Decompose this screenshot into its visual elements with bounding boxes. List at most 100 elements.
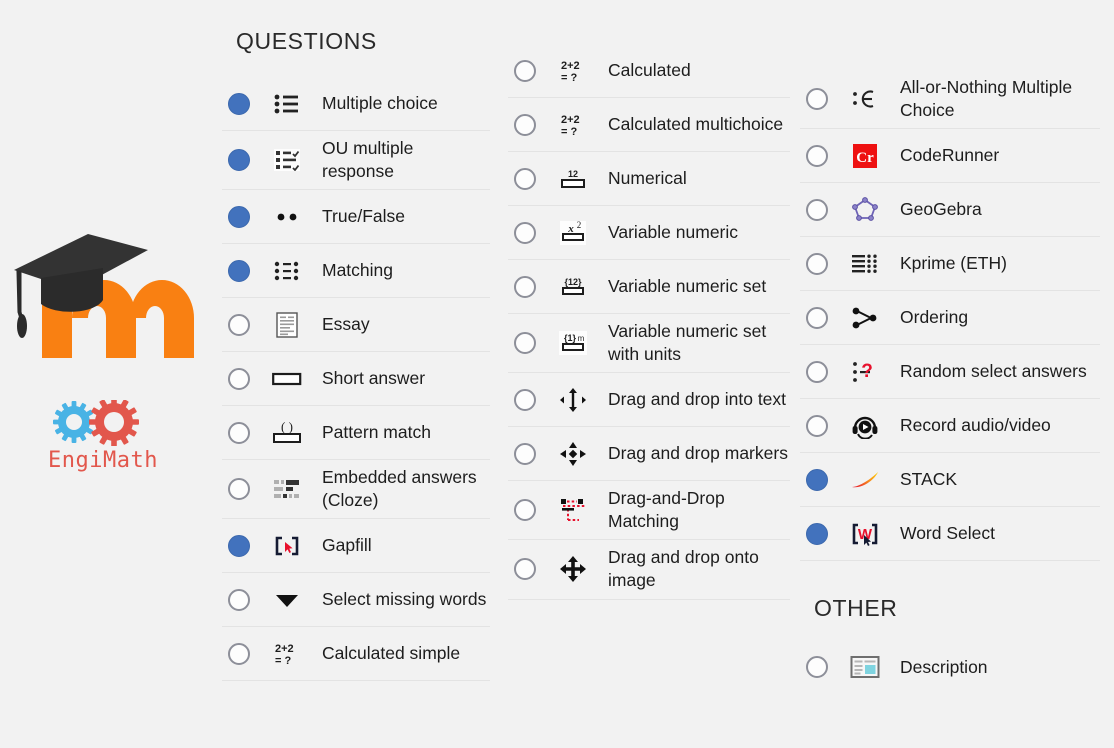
questions-heading: QUESTIONS — [236, 28, 377, 54]
question-type-label: STACK — [900, 469, 958, 490]
radio-button[interactable] — [514, 499, 536, 522]
question-type-option[interactable]: Drag and drop onto image — [508, 540, 790, 600]
radio-button[interactable] — [514, 558, 536, 581]
matching-dots-icon — [270, 256, 304, 286]
radio-button[interactable] — [806, 360, 828, 383]
bullet-list-icon — [270, 89, 304, 119]
question-type-option[interactable]: Short answer — [222, 352, 490, 407]
radio-button[interactable] — [806, 198, 828, 221]
radio-button[interactable] — [228, 642, 250, 665]
radio-button[interactable] — [514, 113, 536, 136]
question-type-option[interactable]: Essay — [222, 298, 490, 353]
radio-button[interactable] — [806, 522, 828, 545]
question-type-option[interactable]: Select missing words — [222, 573, 490, 628]
question-type-option[interactable]: {1} m Variable numeric set with units — [508, 314, 790, 374]
question-type-option[interactable]: ? Random select answers — [800, 345, 1100, 400]
radio-button[interactable] — [806, 144, 828, 167]
question-type-label: Random select answers — [900, 361, 1087, 382]
radio-button[interactable] — [228, 367, 250, 390]
radio-button[interactable] — [228, 588, 250, 611]
questions-column-3: All-or-Nothing Multiple Choice Cr CodeRu… — [800, 0, 1100, 694]
question-type-list-1: Multiple choice OU multiple response — [222, 77, 490, 682]
radio-button[interactable] — [806, 414, 828, 437]
svg-text:= ?: = ? — [561, 126, 577, 138]
question-type-option[interactable]: Matching — [222, 244, 490, 299]
move-arrows-icon — [556, 554, 590, 584]
other-heading: OTHER — [814, 595, 898, 622]
svg-text:2+2: 2+2 — [275, 643, 294, 655]
radio-button[interactable] — [228, 313, 250, 336]
engimath-label: EngiMath — [48, 448, 158, 473]
svg-text:Cr: Cr — [856, 150, 874, 166]
random-question-icon: ? — [848, 357, 882, 387]
radio-button[interactable] — [228, 149, 250, 172]
svg-text:= ?: = ? — [561, 72, 577, 84]
question-type-option[interactable]: Record audio/video — [800, 399, 1100, 454]
radio-button[interactable] — [514, 332, 536, 355]
question-type-option[interactable]: W Word Select — [800, 507, 1100, 562]
calculated-equation-icon: 2+2 = ? — [270, 639, 304, 669]
radio-button[interactable] — [806, 252, 828, 275]
question-type-label: Record audio/video — [900, 415, 1051, 436]
svg-text:x: x — [567, 223, 574, 235]
question-type-option[interactable]: True/False — [222, 190, 490, 245]
question-type-option[interactable]: 2+2 = ? Calculated simple — [222, 627, 490, 682]
blocks-icon — [270, 474, 304, 504]
question-type-option[interactable]: Cr CodeRunner — [800, 129, 1100, 184]
radio-button[interactable] — [514, 59, 536, 82]
question-type-option[interactable]: Kprime (ETH) — [800, 237, 1100, 292]
question-type-option[interactable]: All-or-Nothing Multiple Choice — [800, 70, 1100, 130]
radio-button[interactable] — [514, 167, 536, 190]
drag-text-icon — [556, 385, 590, 415]
questions-column-2: 2+2 = ? Calculated 2+2 = ? Calculated mu… — [508, 0, 790, 600]
question-type-label: Multiple choice — [322, 92, 438, 113]
ordering-nodes-icon — [848, 303, 882, 333]
radio-button[interactable] — [806, 88, 828, 111]
description-panel-icon — [848, 652, 882, 682]
question-type-option[interactable]: Embedded answers (Cloze) — [222, 460, 490, 520]
radio-button[interactable] — [228, 205, 250, 228]
radio-button[interactable] — [228, 478, 250, 501]
word-select-icon: W — [848, 519, 882, 549]
question-type-option[interactable]: Gapfill — [222, 519, 490, 574]
radio-button[interactable] — [806, 656, 828, 679]
question-type-option[interactable]: Ordering — [800, 291, 1100, 346]
engimath-gears-icon — [28, 397, 178, 447]
radio-button[interactable] — [806, 306, 828, 329]
question-type-option[interactable]: 12 Numerical — [508, 152, 790, 206]
question-type-option[interactable]: Drag-and-Drop Matching — [508, 481, 790, 541]
question-type-option[interactable]: x 2 Variable numeric — [508, 206, 790, 260]
question-type-option[interactable]: 2+2 = ? Calculated multichoice — [508, 98, 790, 152]
question-type-option[interactable]: {12} Variable numeric set — [508, 260, 790, 314]
kprime-grid-icon — [848, 249, 882, 279]
question-type-option[interactable]: GeoGebra — [800, 183, 1100, 238]
question-type-option[interactable]: Drag and drop markers — [508, 427, 790, 482]
question-type-option[interactable]: Drag and drop into text — [508, 373, 790, 428]
variable-numeric-icon: x 2 — [556, 218, 590, 248]
radio-button[interactable] — [228, 421, 250, 444]
question-type-label: Embedded answers (Cloze) — [322, 467, 477, 511]
radio-button[interactable] — [514, 388, 536, 411]
question-type-label: Calculated simple — [322, 643, 461, 664]
geogebra-icon — [848, 195, 882, 225]
radio-button[interactable] — [228, 259, 250, 282]
question-type-option[interactable]: OU multiple response — [222, 131, 490, 191]
question-type-label: Calculated multichoice — [608, 113, 784, 134]
question-type-option[interactable]: ( ) Pattern match — [222, 406, 490, 461]
question-type-option[interactable]: Description — [800, 640, 1100, 694]
question-type-option[interactable]: Multiple choice — [222, 77, 490, 131]
radio-button[interactable] — [228, 92, 250, 115]
question-type-label: Numerical — [608, 167, 687, 188]
radio-button[interactable] — [228, 534, 250, 557]
radio-button[interactable] — [514, 275, 536, 298]
svg-text:{12}: {12} — [564, 277, 582, 287]
svg-text:W: W — [858, 526, 873, 543]
radio-button[interactable] — [806, 468, 828, 491]
stack-swoosh-icon — [848, 465, 882, 495]
radio-button[interactable] — [514, 442, 536, 465]
question-type-option[interactable]: STACK — [800, 453, 1100, 508]
question-type-label: CodeRunner — [900, 145, 1000, 166]
radio-button[interactable] — [514, 221, 536, 244]
moodle-logo — [8, 208, 198, 368]
question-type-option[interactable]: 2+2 = ? Calculated — [508, 44, 790, 98]
